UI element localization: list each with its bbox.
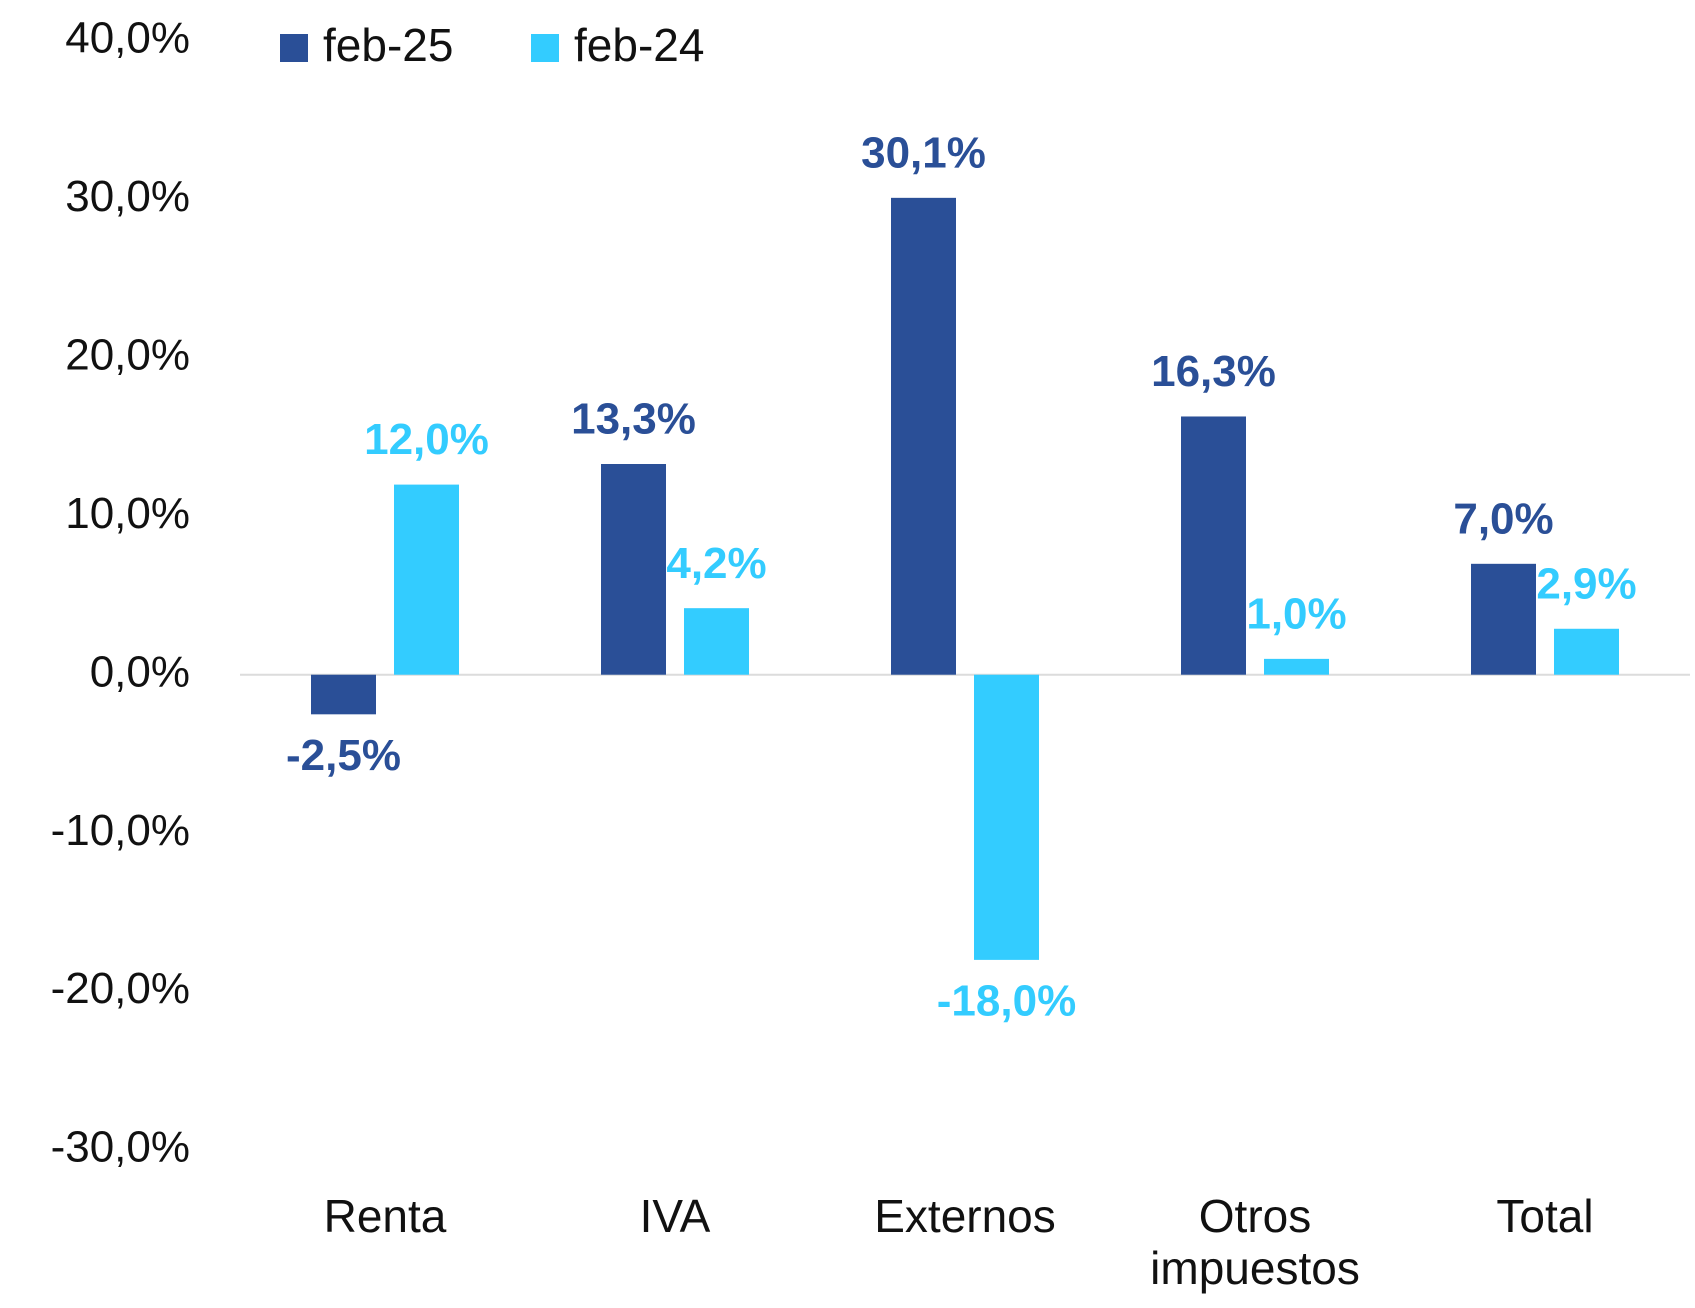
bar [891, 197, 956, 675]
x-tick-label: Otros impuestos [1150, 1190, 1360, 1294]
y-tick-label: -10,0% [51, 806, 190, 855]
x-tick-label: Externos [874, 1190, 1056, 1242]
value-label: 4,2% [666, 539, 766, 588]
bar [311, 674, 376, 715]
bar [974, 674, 1039, 960]
y-tick-label: 20,0% [65, 330, 190, 379]
y-tick-label: 30,0% [65, 172, 190, 221]
value-label: -18,0% [937, 977, 1076, 1026]
y-tick-label: 0,0% [90, 647, 190, 696]
x-tick-label: IVA [639, 1190, 711, 1242]
value-label: 13,3% [571, 395, 696, 444]
x-tick-label: Total [1496, 1190, 1594, 1242]
value-label: -2,5% [286, 731, 401, 780]
y-tick-label: 40,0% [65, 14, 190, 63]
bar [684, 608, 749, 675]
value-label: 16,3% [1151, 347, 1276, 396]
y-tick-label: -20,0% [51, 964, 190, 1013]
value-label: 12,0% [364, 415, 489, 464]
bar [601, 464, 666, 675]
value-label: 7,0% [1453, 494, 1553, 543]
y-tick-label: 10,0% [65, 489, 190, 538]
legend-label: feb-24 [574, 19, 704, 71]
bar [1554, 628, 1619, 675]
bar [1471, 563, 1536, 675]
bar [394, 484, 459, 675]
x-tick-label: Renta [323, 1190, 447, 1242]
value-label: 30,1% [861, 128, 986, 177]
value-label: 2,9% [1536, 559, 1636, 608]
y-tick-label: -30,0% [51, 1123, 190, 1172]
legend-swatch [280, 34, 308, 62]
bar [1264, 658, 1329, 675]
bar [1181, 416, 1246, 675]
value-label: 1,0% [1246, 589, 1346, 638]
legend-label: feb-25 [323, 19, 453, 71]
legend-swatch [531, 34, 559, 62]
